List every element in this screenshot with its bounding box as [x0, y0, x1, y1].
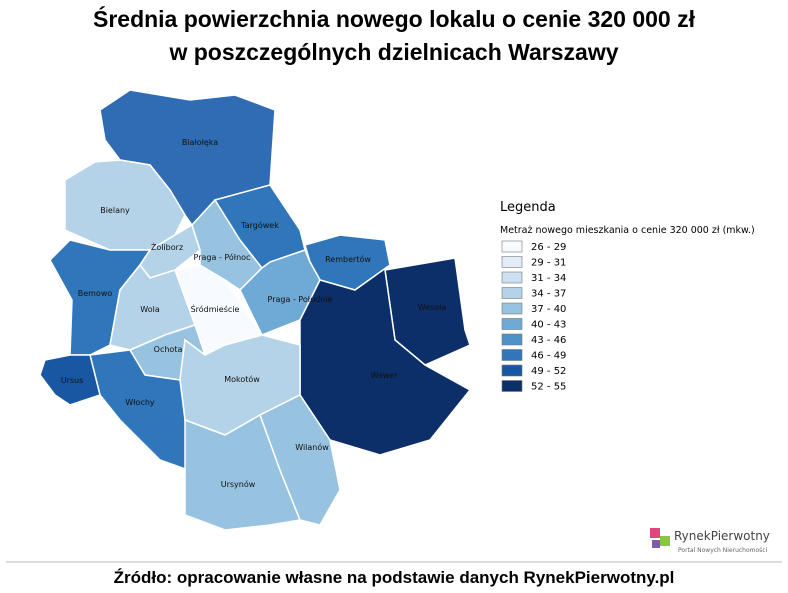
logo: RynekPierwotny Portal Nowych Nieruchomoś… — [650, 528, 770, 554]
district-label: Praga - Północ — [194, 252, 251, 262]
logo-tagline: Portal Nowych Nieruchomości — [678, 547, 768, 554]
legend-swatch — [501, 302, 523, 315]
legend-label: 40 - 43 — [531, 320, 566, 331]
district-label: Włochy — [125, 398, 155, 407]
districts: Białołęka Bielany Bemowo Żoliborz Wola Śródmi… — [39, 89, 472, 531]
legend-subtitle: Metraż nowego mieszkania o cenie 320 000… — [500, 225, 755, 236]
legend: 26 - 29 29 - 31 31 - 34 34 - 37 37 - 40 40 - … — [501, 240, 566, 393]
district-label: Mokotów — [224, 374, 260, 384]
logo-icon — [652, 540, 660, 548]
logo-icon — [660, 536, 670, 546]
logo-name: RynekPierwotny — [674, 529, 770, 543]
legend-title: Legenda — [500, 200, 556, 215]
district-label: Wilanów — [295, 442, 329, 452]
district — [259, 394, 341, 526]
legend-swatch — [501, 349, 523, 361]
district-label: Rembertów — [325, 254, 371, 264]
district-label: Ochota — [154, 345, 183, 354]
legend-swatch — [501, 333, 523, 346]
legend-label: 43 - 46 — [531, 335, 566, 346]
legend-swatch — [501, 271, 523, 284]
title: Średnia powierzchnia nowego lokalu o cen… — [93, 5, 696, 32]
legend-label: 37 - 40 — [531, 304, 566, 315]
legend-label: 52 - 55 — [531, 382, 566, 393]
logo-icon — [650, 528, 660, 538]
legend-swatch — [501, 287, 523, 299]
title: w poszczególnych dzielnicach Warszawy — [168, 39, 618, 65]
district-label: Ursynów — [221, 479, 256, 489]
district-label: Bemowo — [78, 289, 113, 298]
legend-swatch — [501, 256, 523, 268]
district — [239, 249, 321, 336]
legend-swatch — [501, 240, 523, 253]
district-label: Praga - Południe — [268, 295, 333, 304]
district-label: Ursus — [61, 376, 84, 385]
district-label: Bielany — [100, 206, 130, 215]
district-label: Targówek — [240, 220, 279, 230]
legend-swatch — [501, 380, 523, 392]
district-label: Śródmieście — [191, 303, 240, 314]
district-label: Białołęka — [182, 138, 218, 147]
district — [64, 159, 186, 251]
legend-swatch — [501, 364, 523, 377]
legend-label: 46 - 49 — [531, 351, 566, 362]
legend-swatch — [501, 318, 523, 330]
legend-label: 49 - 52 — [531, 366, 566, 377]
legend-label: 26 - 29 — [531, 242, 566, 253]
legend-label: 31 - 34 — [531, 273, 566, 284]
district-label: Wesoła — [418, 303, 447, 312]
legend-label: 34 - 37 — [531, 289, 566, 300]
district-label: Wawer — [370, 371, 398, 380]
district — [39, 354, 101, 406]
source: Źródło: opracowanie własne na podstawie … — [114, 568, 675, 587]
district-label: Wola — [140, 305, 160, 314]
legend-label: 29 - 31 — [531, 258, 566, 269]
district-label: Żoliborz — [151, 242, 183, 252]
